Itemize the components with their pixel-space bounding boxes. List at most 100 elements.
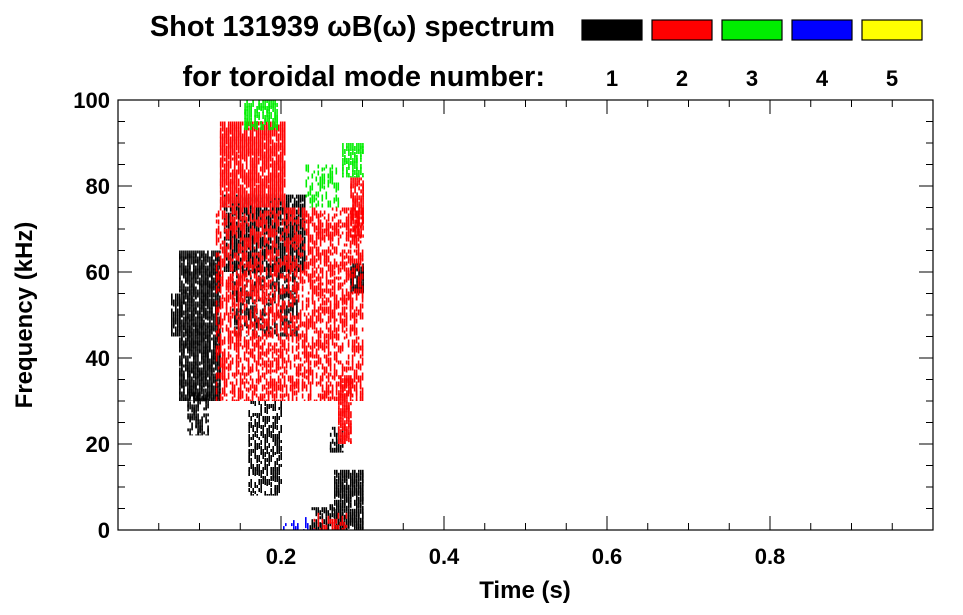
spectrum-cell <box>265 175 268 181</box>
spectrum-cell <box>231 240 234 247</box>
spectrum-cell <box>342 487 344 492</box>
spectrum-cell <box>195 391 197 395</box>
spectrum-cell <box>255 190 258 194</box>
spectrum-cell <box>203 331 205 336</box>
spectrum-cell <box>233 157 236 162</box>
spectrum-cell <box>269 139 272 143</box>
spectrum-cell <box>281 142 284 148</box>
spectrum-cell <box>250 491 252 496</box>
spectrum-cell <box>245 230 248 235</box>
spectrum-cell <box>321 375 324 381</box>
spectrum-cell <box>225 242 228 247</box>
spectrum-cell <box>217 309 220 313</box>
spectrum-cell <box>301 321 304 327</box>
spectrum-cell <box>317 219 320 226</box>
spectrum-cell <box>277 206 280 210</box>
spectrum-cell <box>249 312 252 319</box>
spectrum-cell <box>257 360 260 365</box>
spectrum-cell <box>227 154 230 160</box>
spectrum-cell <box>274 452 276 455</box>
spectrum-cell <box>281 396 284 401</box>
spectrum-cell <box>277 190 280 195</box>
spectrum-cell <box>245 339 248 348</box>
spectrum-cell <box>281 257 284 265</box>
spectrum-cell <box>248 410 250 417</box>
spectrum-cell <box>321 345 324 351</box>
spectrum-cell <box>221 210 224 217</box>
spectrum-cell <box>189 361 191 365</box>
spectrum-cell <box>301 345 304 349</box>
spectrum-cell <box>219 357 222 361</box>
spectrum-cell <box>187 355 189 364</box>
spectrum-cell <box>257 121 260 126</box>
spectrum-cell <box>331 450 334 453</box>
spectrum-cell <box>277 178 280 184</box>
spectrum-cell <box>239 291 242 296</box>
legend-label-mode-1: 1 <box>606 66 618 91</box>
spectrum-cell <box>305 339 308 343</box>
spectrum-cell <box>291 315 294 323</box>
spectrum-cell <box>201 337 203 344</box>
spectrum-cell <box>249 216 252 222</box>
spectrum-cell <box>334 469 336 475</box>
spectrum-cell <box>303 216 306 222</box>
spectrum-cell <box>305 315 308 322</box>
spectrum-cell <box>248 473 250 476</box>
spectrum-cell <box>268 275 270 279</box>
spectrum-cell <box>225 178 228 186</box>
spectrum-cell <box>280 266 282 274</box>
spectrum-cell <box>325 276 328 280</box>
spectrum-cell <box>317 525 320 530</box>
spectrum-cell <box>213 325 215 330</box>
spectrum-cell <box>263 205 266 208</box>
spectrum-cell <box>265 318 268 324</box>
spectrum-cell <box>231 312 234 319</box>
spectrum-cell <box>299 333 302 340</box>
spectrum-cell <box>352 493 354 497</box>
spectrum-cell <box>207 316 209 321</box>
spectrum-cell <box>265 202 268 208</box>
spectrum-cell <box>317 315 320 322</box>
spectrum-cell <box>243 372 246 376</box>
spectrum-cell <box>227 354 230 360</box>
spectrum-cell <box>260 479 262 485</box>
spectrum-cell <box>215 256 217 262</box>
spectrum-cell <box>199 271 201 276</box>
spectrum-cell <box>291 222 294 226</box>
spectrum-cell <box>327 525 330 530</box>
spectrum-cell <box>179 332 181 336</box>
spectrum-cell <box>191 259 193 265</box>
spectrum-cell <box>189 253 191 259</box>
spectrum-cell <box>235 399 238 401</box>
spectrum-cell <box>287 342 290 346</box>
spectrum-cell <box>317 381 320 385</box>
spectrum-cell <box>323 210 326 215</box>
spectrum-cell <box>257 145 260 151</box>
spectrum-cell <box>270 449 272 452</box>
spectrum-cell <box>360 517 362 522</box>
spectrum-cell <box>265 270 268 276</box>
spectrum-cell <box>311 342 314 346</box>
spectrum-cell <box>319 327 322 332</box>
legend-label-mode-3: 3 <box>746 66 758 91</box>
spectrum-cell <box>229 236 232 241</box>
spectrum-cell <box>211 349 213 353</box>
spectrum-cell <box>219 285 222 294</box>
spectrum-cell <box>207 337 209 343</box>
spectrum-cell <box>211 268 213 274</box>
spectrum-cell <box>235 187 238 192</box>
spectrum-cell <box>197 343 199 351</box>
spectrum-cell <box>253 207 256 212</box>
spectrum-cell <box>285 327 288 331</box>
spectrum-cell <box>273 190 276 195</box>
spectrum-cell <box>297 249 300 254</box>
spectrum-cell <box>266 458 268 462</box>
spectrum-cell <box>265 240 268 244</box>
spectrum-cell <box>215 309 218 317</box>
spectrum-cell <box>311 378 314 385</box>
spectrum-cell <box>225 300 228 306</box>
spectrum-cell <box>231 381 234 386</box>
spectrum-cell <box>249 399 252 401</box>
spectrum-cell <box>203 340 205 344</box>
spectrum-cell <box>263 339 266 346</box>
